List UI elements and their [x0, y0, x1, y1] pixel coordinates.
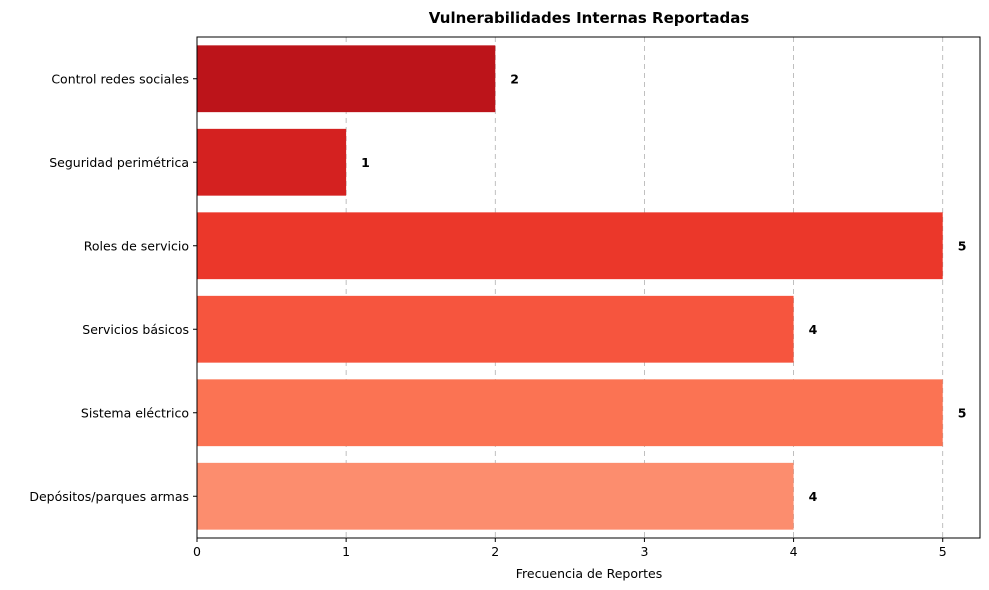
y-tick-label-3: Servicios básicos [82, 322, 189, 337]
data-label-6: 2 [510, 71, 519, 86]
data-label-3: 4 [809, 322, 818, 337]
data-label-4: 5 [958, 238, 967, 253]
bar-4 [197, 212, 943, 280]
data-labels-group: 4 5 4 5 1 2 [361, 71, 966, 504]
y-tick-label-1: Depósitos/parques armas [29, 489, 189, 504]
x-tick-label-4: 4 [790, 544, 798, 559]
bar-3 [197, 295, 794, 363]
bar-2 [197, 379, 943, 447]
data-label-1: 4 [809, 489, 818, 504]
bar-6 [197, 45, 496, 113]
x-tick-labels: 0 1 2 3 4 5 [193, 544, 947, 559]
bars-group [197, 45, 943, 530]
data-label-2: 5 [958, 405, 967, 420]
bar-5 [197, 128, 347, 196]
x-tick-label-3: 3 [640, 544, 648, 559]
bar-1 [197, 462, 794, 530]
y-tick-labels: Depósitos/parques armas Sistema eléctrico… [29, 71, 189, 504]
x-tick-label-2: 2 [491, 544, 499, 559]
axes-group [193, 36, 981, 542]
chart-title: Vulnerabilidades Internas Reportadas [429, 9, 750, 27]
y-tick-label-6: Control redes sociales [51, 71, 189, 86]
x-tick-label-5: 5 [939, 544, 947, 559]
y-tick-label-2: Sistema eléctrico [81, 405, 189, 420]
plot-frame [196, 36, 981, 539]
x-tick-label-1: 1 [342, 544, 350, 559]
y-tick-label-5: Seguridad perimétrica [49, 155, 189, 170]
x-tick-label-0: 0 [193, 544, 201, 559]
y-tick-label-4: Roles de servicio [84, 238, 189, 253]
x-axis-label: Frecuencia de Reportes [516, 566, 662, 581]
data-label-5: 1 [361, 155, 370, 170]
